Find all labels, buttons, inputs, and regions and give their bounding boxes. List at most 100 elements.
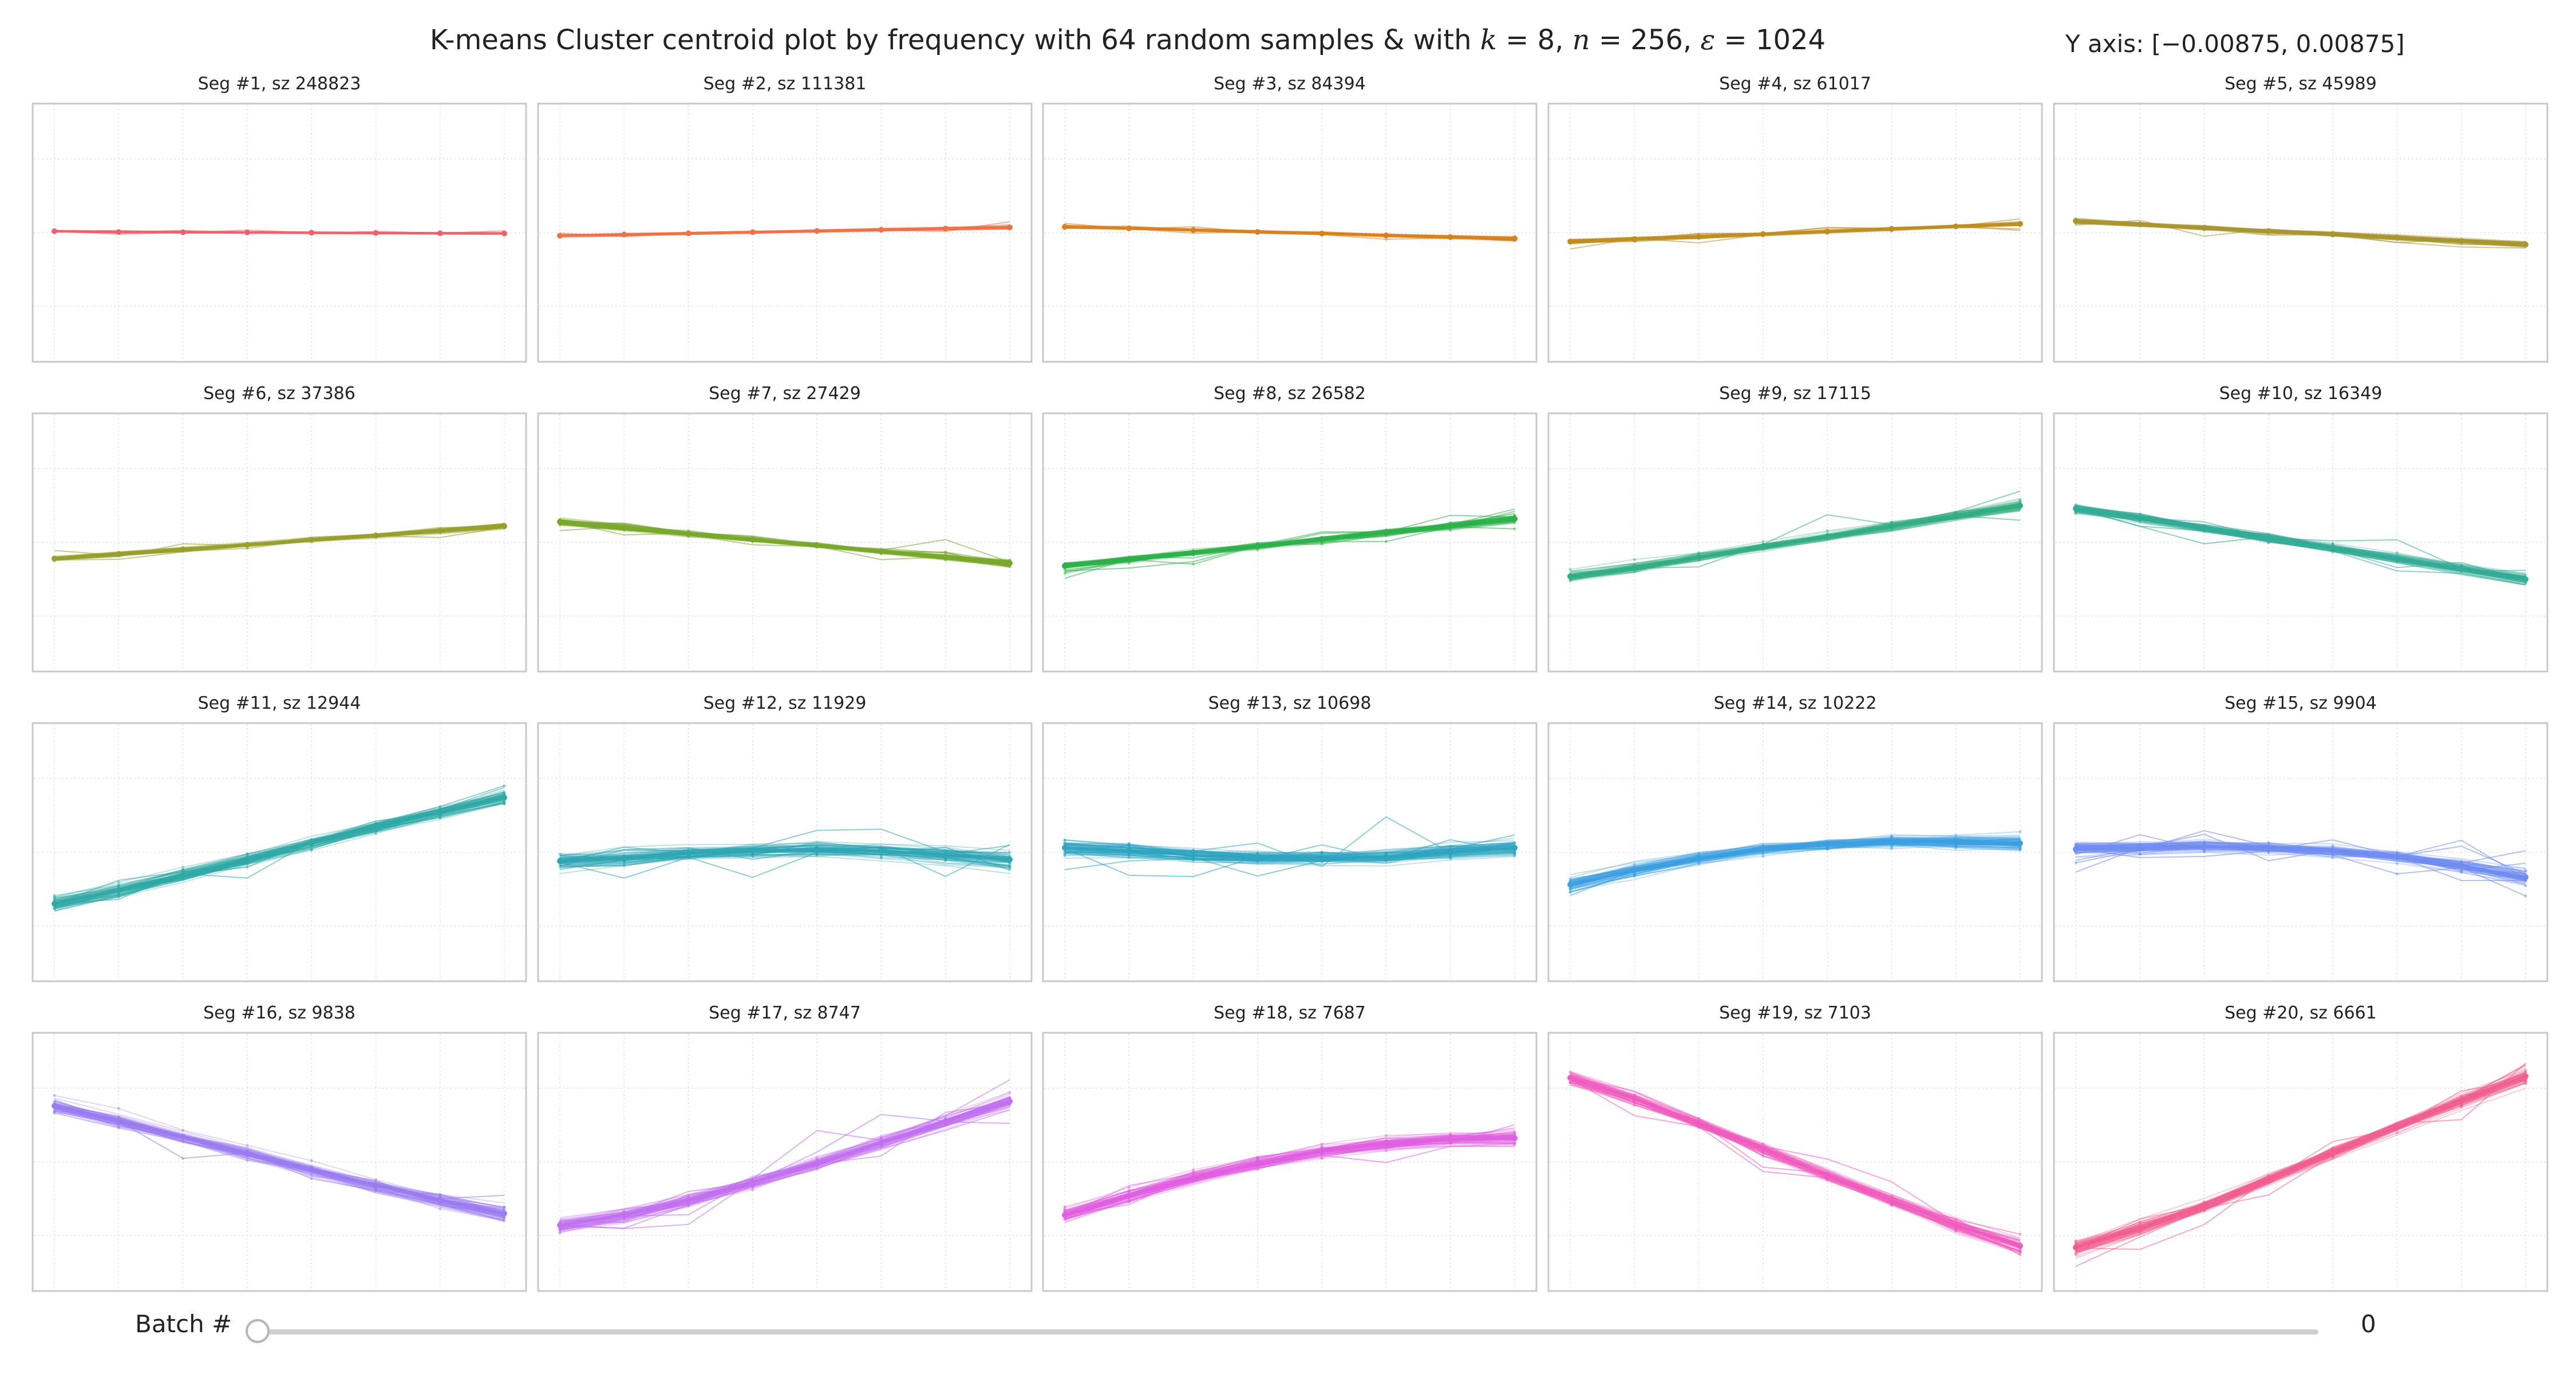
centroid-point [180,229,186,235]
sample-line [1570,839,2021,881]
centroid-point [501,795,507,801]
sample-point [622,862,626,866]
sample-point [1761,851,1765,855]
centroid-point [1824,228,1831,235]
sample-point [1320,851,1323,855]
sample-point [117,1126,120,1130]
title-n-var: n [1572,24,1590,56]
centroid-point [2394,1123,2400,1130]
centroid-point [2017,840,2023,846]
sample-point [1063,838,1066,842]
centroid-point [1447,523,1453,529]
sample-point [1954,834,1958,837]
centroid-point [1007,560,1013,566]
sample-line [1570,836,2021,882]
sample-point [246,865,249,869]
sample-point [1568,887,1572,891]
centroid-point [2017,221,2023,227]
panel-3: Seg #3, sz 84394 [1042,74,1538,363]
sample-point [53,1093,56,1097]
sample-point [2267,851,2270,855]
centroid-point [1062,563,1068,569]
sample-point [1697,860,1701,863]
centroid-point [309,1166,315,1172]
sample-point [438,815,442,818]
centroid-point [52,901,57,907]
sample-point [2524,868,2527,872]
sample-point [1192,859,1195,862]
sample-point [2074,843,2077,846]
batch-slider-handle[interactable] [246,1319,270,1343]
centroid-point [2137,221,2143,227]
sample-point [503,802,506,806]
sample-point [2018,830,2022,834]
sample-line [2075,512,2526,582]
sample-point [1568,887,1572,891]
batch-slider-track[interactable] [258,1329,2318,1334]
sample-line [1570,840,2021,885]
centroid-point [373,230,379,236]
sample-point [2074,512,2077,515]
centroid-point [2265,844,2271,851]
panel-title: Seg #9, sz 17115 [1719,384,1871,404]
centroid-point [878,1140,884,1146]
centroid-point [749,229,756,235]
sample-line [559,523,1010,567]
sample-point [374,829,378,832]
centroid-point [2073,218,2079,224]
centroid-point [1760,544,1766,550]
sample-line [1570,843,2021,891]
sample-line [559,850,1010,863]
sample-point [117,881,120,884]
sample-point [1513,851,1516,854]
sample-point [1954,844,1958,848]
centroid-point [1447,234,1453,240]
sample-line [559,844,1010,863]
panel-title: Seg #14, sz 10222 [1714,693,1877,713]
centroid-point [2137,844,2143,851]
sample-point [310,845,313,848]
sample-point [1063,854,1066,857]
sample-point [1761,843,1765,847]
sample-point [687,1204,690,1207]
centroid-point [557,858,563,864]
panel-12: Seg #12, sz 11929 [537,693,1033,982]
sample-point [1890,1203,1893,1207]
sample-point [1449,856,1452,860]
centroid-point [1888,1197,1895,1203]
centroid-point [52,1103,57,1109]
sample-point [879,855,883,858]
centroid-point [1062,224,1068,230]
sample-point [2331,854,2334,857]
sample-line [2075,506,2526,576]
title-prefix: K-means Cluster centroid plot by frequen… [429,24,1480,56]
sample-line [1570,834,2021,883]
sample-point [1568,886,1572,890]
centroid-point [1319,855,1325,861]
centroid-point [2394,854,2400,860]
centroid-point [1254,855,1261,861]
sample-line [54,801,505,911]
sample-line [1064,844,1515,859]
sample-point [438,805,442,808]
sample-point [374,1178,378,1182]
sample-point [815,852,819,856]
centroid-point [2201,843,2207,850]
sample-point [1513,850,1516,853]
sample-line [54,802,505,907]
sample-point [1256,851,1259,855]
sample-point [1513,851,1516,855]
sample-line [2075,506,2526,578]
title-n-val: = 256, [1590,24,1701,56]
sample-point [1192,849,1195,852]
centroid-point [1512,844,1518,851]
panel-title: Seg #8, sz 26582 [1214,384,1366,404]
centroid-point [1383,232,1389,239]
sample-point [1384,851,1388,855]
sample-point [181,868,185,871]
sample-point [117,895,120,898]
sample-line [1570,504,2021,572]
sample-line [1064,848,1515,864]
sample-line [2075,850,2526,887]
sample-line [559,843,1010,858]
